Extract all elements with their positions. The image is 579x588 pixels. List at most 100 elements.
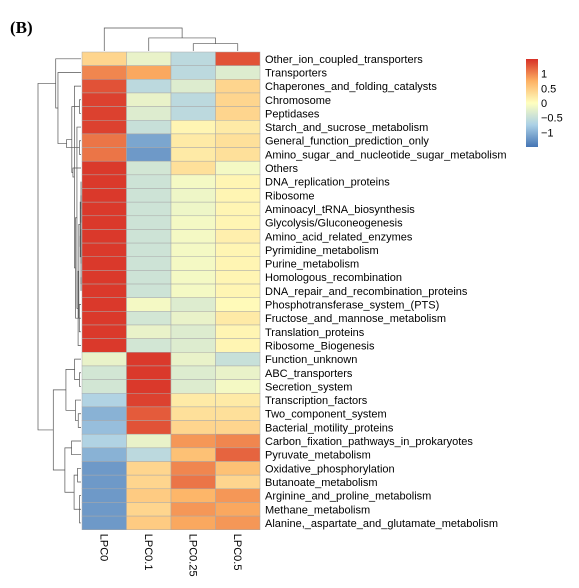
heatmap-cell bbox=[215, 160, 261, 176]
heatmap-cell bbox=[81, 133, 127, 148]
row-dendrogram-branch bbox=[64, 447, 75, 493]
heatmap-cell bbox=[126, 283, 172, 298]
heatmap-cell bbox=[170, 256, 216, 271]
row-label: Translation_proteins bbox=[265, 327, 365, 339]
heatmap-cell bbox=[170, 188, 216, 203]
row-label: General_function_prediction_only bbox=[265, 136, 429, 148]
heatmap-cell bbox=[126, 352, 172, 367]
heatmap-cell bbox=[126, 474, 172, 490]
heatmap-cell bbox=[126, 229, 172, 244]
heatmap-cell bbox=[215, 433, 261, 449]
row-label: Fructose_and_mannose_metabolism bbox=[265, 313, 446, 325]
heatmap-cell bbox=[81, 324, 127, 339]
heatmap-cell bbox=[215, 106, 261, 121]
row-label: Carbon_fixation_pathways_in_prokaryotes bbox=[265, 436, 473, 448]
row-label: Two_component_system bbox=[265, 409, 387, 421]
heatmap-cell bbox=[215, 461, 261, 476]
column-dendrogram-branch bbox=[192, 43, 239, 51]
row-label: Aminoacyl_tRNA_biosynthesis bbox=[265, 204, 415, 216]
heatmap-cell bbox=[81, 474, 127, 490]
heatmap-cell bbox=[215, 215, 261, 230]
row-dendrogram-branch bbox=[71, 106, 80, 173]
heatmap-cell bbox=[126, 447, 172, 462]
row-label: ABC_transporters bbox=[265, 368, 353, 380]
row-dendrogram-branch bbox=[77, 413, 81, 428]
heatmap-cell bbox=[126, 120, 172, 135]
color-legend-tick-label: 0.5 bbox=[541, 83, 556, 95]
heatmap-cell bbox=[170, 515, 216, 530]
column-label: LPC0.1 bbox=[142, 534, 154, 571]
heatmap-cell bbox=[215, 201, 261, 217]
heatmap-cell bbox=[170, 106, 216, 121]
heatmap-cell bbox=[215, 147, 261, 162]
heatmap-cell bbox=[126, 201, 172, 217]
row-dendrogram-branch bbox=[79, 372, 81, 387]
color-legend-tick-label: −0.5 bbox=[541, 113, 563, 125]
heatmap-cell bbox=[81, 488, 127, 503]
heatmap-cell bbox=[81, 79, 127, 94]
heatmap-cell bbox=[215, 338, 261, 353]
heatmap-cell bbox=[81, 379, 127, 394]
column-label: LPC0.5 bbox=[231, 534, 243, 571]
row-label: Chromosome bbox=[265, 95, 331, 107]
row-label: Ribosome bbox=[265, 190, 315, 202]
row-dendrogram-branch bbox=[78, 223, 81, 319]
row-label: Transcription_factors bbox=[265, 395, 368, 407]
row-label: DNA_replication_proteins bbox=[265, 177, 390, 189]
heatmap-cell bbox=[170, 283, 216, 298]
heatmap-cell bbox=[215, 324, 261, 339]
heatmap-cell bbox=[215, 65, 261, 80]
heatmap-cell bbox=[126, 65, 172, 80]
row-label: Butanoate_metabolism bbox=[265, 477, 378, 489]
heatmap-cell bbox=[215, 283, 261, 298]
heatmap-cell bbox=[215, 365, 261, 380]
heatmap-cell bbox=[215, 379, 261, 394]
heatmap-cell bbox=[215, 297, 261, 312]
row-label: Other_ion_coupled_transporters bbox=[265, 54, 423, 66]
heatmap-cell bbox=[126, 188, 172, 203]
column-dendrogram-branch bbox=[103, 27, 183, 51]
color-legend-tick-label: 0 bbox=[541, 98, 547, 110]
heatmap-cell bbox=[170, 461, 216, 476]
row-dendrogram-branch bbox=[66, 139, 80, 148]
heatmap-cell bbox=[215, 420, 261, 435]
row-label: Purine_metabolism bbox=[265, 259, 359, 271]
heatmap-cell bbox=[81, 147, 127, 162]
heatmap-cell bbox=[81, 270, 127, 285]
heatmap-cell bbox=[170, 433, 216, 449]
color-legend-bar bbox=[526, 59, 538, 147]
heatmap-cell bbox=[126, 502, 172, 517]
heatmap-cell bbox=[81, 120, 127, 135]
heatmap-cell bbox=[170, 174, 216, 189]
row-label: Function_unknown bbox=[265, 354, 357, 366]
heatmap-cell bbox=[170, 65, 216, 80]
row-label: Peptidases bbox=[265, 108, 320, 120]
row-label: Homologous_recombination bbox=[265, 272, 402, 284]
heatmap-cell bbox=[170, 79, 216, 94]
row-label: Secretion_system bbox=[265, 381, 352, 393]
heatmap-cell bbox=[215, 502, 261, 517]
heatmap-cell bbox=[170, 338, 216, 353]
heatmap-cell bbox=[126, 365, 172, 380]
heatmap-cell bbox=[170, 270, 216, 285]
heatmap-cell bbox=[126, 160, 172, 176]
heatmap-cell bbox=[81, 433, 127, 449]
row-label: Transporters bbox=[265, 67, 327, 79]
heatmap-cell bbox=[81, 515, 127, 530]
heatmap-cell bbox=[126, 133, 172, 148]
heatmap-cell bbox=[215, 352, 261, 367]
heatmap-cell bbox=[170, 406, 216, 421]
heatmap-cell bbox=[170, 120, 216, 135]
heatmap-cell bbox=[126, 242, 172, 258]
row-dendrogram-branch bbox=[76, 126, 81, 309]
heatmap-cell bbox=[126, 393, 172, 408]
heatmap-cell bbox=[126, 147, 172, 162]
heatmap-cell bbox=[215, 51, 261, 66]
row-dendrogram-branch bbox=[79, 201, 81, 247]
heatmap-cell bbox=[215, 79, 261, 94]
row-label: Pyrimidine_metabolism bbox=[265, 245, 379, 257]
row-dendrogram-branch bbox=[55, 58, 81, 109]
row-dendrogram-branch bbox=[52, 389, 66, 471]
heatmap-cell bbox=[81, 256, 127, 271]
